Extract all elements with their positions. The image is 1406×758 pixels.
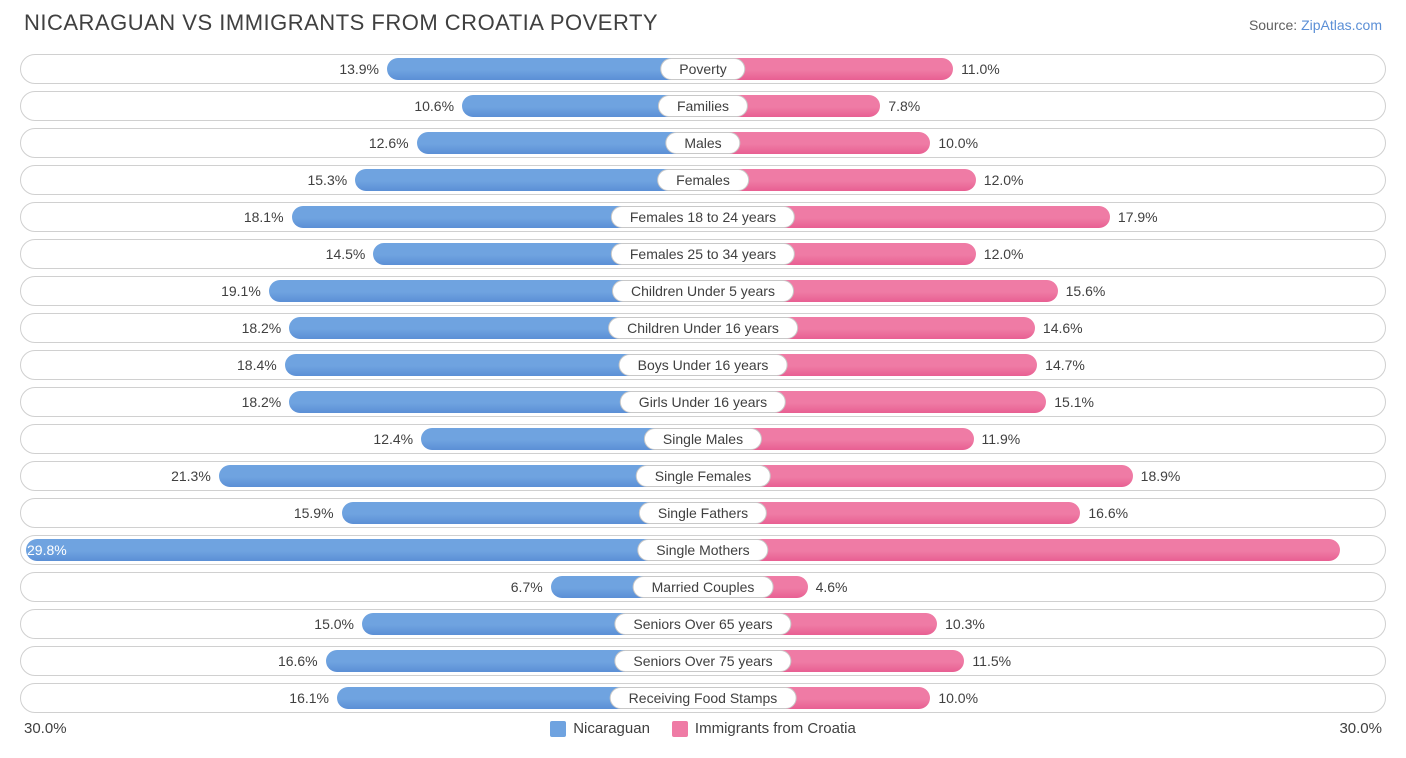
- category-label: Poverty: [660, 58, 745, 80]
- value-right: 12.0%: [984, 166, 1024, 194]
- category-label: Boys Under 16 years: [619, 354, 788, 376]
- source-attribution: Source: ZipAtlas.com: [1249, 17, 1382, 33]
- bar-left: [219, 465, 703, 487]
- value-left: 12.4%: [373, 425, 413, 453]
- chart-row: 10.6% 7.8% Families: [20, 91, 1386, 121]
- category-label: Receiving Food Stamps: [610, 687, 797, 709]
- value-right: 10.0%: [938, 684, 978, 712]
- value-right: 17.9%: [1118, 203, 1158, 231]
- category-label: Single Males: [644, 428, 762, 450]
- chart-header: NICARAGUAN VS IMMIGRANTS FROM CROATIA PO…: [20, 10, 1386, 36]
- value-right: 4.6%: [816, 573, 848, 601]
- source-label: Source:: [1249, 17, 1301, 33]
- category-label: Males: [665, 132, 740, 154]
- value-right: 7.8%: [888, 92, 920, 120]
- category-label: Females 25 to 34 years: [611, 243, 795, 265]
- chart-row: 19.1% 15.6% Children Under 5 years: [20, 276, 1386, 306]
- value-left: 19.1%: [221, 277, 261, 305]
- bar-right: [703, 539, 1340, 561]
- value-right: 12.0%: [984, 240, 1024, 268]
- category-label: Girls Under 16 years: [620, 391, 786, 413]
- category-label: Children Under 16 years: [608, 317, 798, 339]
- bar-left: [355, 169, 703, 191]
- value-left: 15.3%: [307, 166, 347, 194]
- value-left: 21.3%: [171, 462, 211, 490]
- category-label: Married Couples: [633, 576, 774, 598]
- value-right: 11.9%: [982, 425, 1021, 453]
- chart-title: NICARAGUAN VS IMMIGRANTS FROM CROATIA PO…: [24, 10, 658, 36]
- value-left: 13.9%: [339, 55, 379, 83]
- value-right: 18.9%: [1141, 462, 1181, 490]
- chart-row: 21.3% 18.9% Single Females: [20, 461, 1386, 491]
- category-label: Children Under 5 years: [612, 280, 794, 302]
- legend-swatch-right: [672, 721, 688, 737]
- value-right: 28.0%: [1339, 536, 1379, 564]
- chart-row: 13.9% 11.0% Poverty: [20, 54, 1386, 84]
- bar-left: [387, 58, 703, 80]
- value-left: 16.1%: [289, 684, 329, 712]
- value-right: 14.6%: [1043, 314, 1083, 342]
- value-left: 18.2%: [242, 314, 282, 342]
- chart-row: 16.6% 11.5% Seniors Over 75 years: [20, 646, 1386, 676]
- bar-left: [417, 132, 703, 154]
- chart-row: 18.2% 14.6% Children Under 16 years: [20, 313, 1386, 343]
- value-left: 15.0%: [314, 610, 354, 638]
- chart-row: 18.4% 14.7% Boys Under 16 years: [20, 350, 1386, 380]
- chart-row: 16.1% 10.0% Receiving Food Stamps: [20, 683, 1386, 713]
- value-left: 18.4%: [237, 351, 277, 379]
- value-right: 11.5%: [972, 647, 1011, 675]
- value-right: 14.7%: [1045, 351, 1085, 379]
- value-right: 16.6%: [1088, 499, 1128, 527]
- category-label: Seniors Over 75 years: [614, 650, 791, 672]
- source-link[interactable]: ZipAtlas.com: [1301, 17, 1382, 33]
- chart-row: 18.1% 17.9% Females 18 to 24 years: [20, 202, 1386, 232]
- value-right: 11.0%: [961, 55, 1000, 83]
- chart-row: 14.5% 12.0% Females 25 to 34 years: [20, 239, 1386, 269]
- chart-row: 15.3% 12.0% Females: [20, 165, 1386, 195]
- legend-item-right: Immigrants from Croatia: [672, 720, 856, 737]
- category-label: Families: [658, 95, 748, 117]
- value-left: 12.6%: [369, 129, 409, 157]
- axis-max-right: 30.0%: [1339, 720, 1382, 737]
- value-left: 15.9%: [294, 499, 334, 527]
- diverging-bar-chart: 13.9%11.0%Poverty10.6%7.8%Families12.6%1…: [20, 54, 1386, 713]
- chart-row: 15.9% 16.6% Single Fathers: [20, 498, 1386, 528]
- chart-row: 6.7% 4.6% Married Couples: [20, 572, 1386, 602]
- legend-swatch-left: [550, 721, 566, 737]
- category-label: Females: [657, 169, 749, 191]
- legend-label-right: Immigrants from Croatia: [695, 720, 856, 737]
- chart-row: 12.4% 11.9% Single Males: [20, 424, 1386, 454]
- legend-label-left: Nicaraguan: [573, 720, 650, 737]
- chart-footer: 30.0% Nicaraguan Immigrants from Croatia…: [20, 720, 1386, 737]
- chart-row: 29.8% 28.0% Single Mothers: [20, 535, 1386, 565]
- category-label: Single Fathers: [639, 502, 767, 524]
- legend-item-left: Nicaraguan: [550, 720, 650, 737]
- bar-left: [26, 539, 703, 561]
- value-left: 14.5%: [326, 240, 366, 268]
- value-right: 10.3%: [945, 610, 985, 638]
- value-left: 10.6%: [414, 92, 454, 120]
- value-right: 15.6%: [1066, 277, 1106, 305]
- chart-row: 12.6% 10.0% Males: [20, 128, 1386, 158]
- axis-max-left: 30.0%: [24, 720, 67, 737]
- value-left: 29.8%: [27, 536, 67, 564]
- category-label: Single Mothers: [637, 539, 768, 561]
- category-label: Females 18 to 24 years: [611, 206, 795, 228]
- value-left: 18.2%: [242, 388, 282, 416]
- value-left: 6.7%: [511, 573, 543, 601]
- category-label: Seniors Over 65 years: [614, 613, 791, 635]
- chart-row: 15.0% 10.3% Seniors Over 65 years: [20, 609, 1386, 639]
- chart-row: 18.2% 15.1% Girls Under 16 years: [20, 387, 1386, 417]
- value-right: 10.0%: [938, 129, 978, 157]
- value-left: 16.6%: [278, 647, 318, 675]
- value-left: 18.1%: [244, 203, 284, 231]
- category-label: Single Females: [636, 465, 771, 487]
- value-right: 15.1%: [1054, 388, 1094, 416]
- legend: Nicaraguan Immigrants from Croatia: [550, 720, 856, 737]
